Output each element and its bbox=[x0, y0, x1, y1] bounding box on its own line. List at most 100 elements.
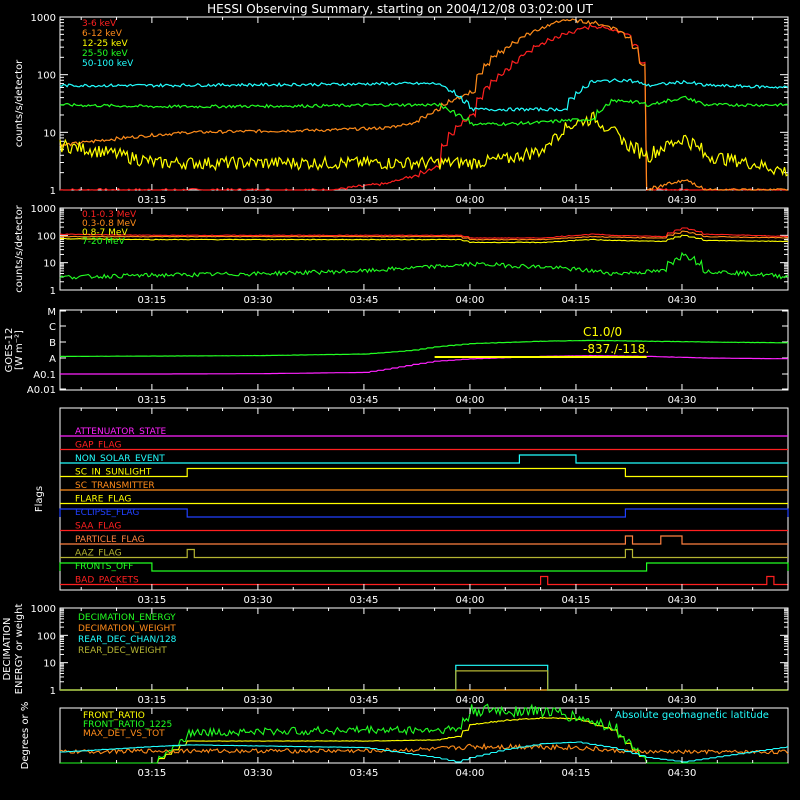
x-tick-label: 03:45 bbox=[350, 595, 379, 606]
flag-line-eclipse_flag bbox=[59, 508, 789, 518]
decimation-panel: 1 10 100 1000 DECIMATION_ENERGYDECIMATION_WE… bbox=[2, 604, 789, 706]
y-tick-label: 1 bbox=[50, 286, 56, 297]
y-tick-label: 1000 bbox=[31, 204, 56, 215]
x-tick-label: 04:15 bbox=[562, 195, 591, 206]
flag-label: ECLIPSE_FLAG bbox=[75, 508, 139, 518]
x-tick-label: 03:45 bbox=[350, 195, 379, 206]
legend-entry: 0.8-7 MeV bbox=[82, 228, 128, 238]
y-tick-label: 100 bbox=[37, 231, 56, 242]
x-tick-label: 04:30 bbox=[668, 195, 697, 206]
series-line-yellow bbox=[59, 234, 789, 244]
x-tick-label: 03:30 bbox=[243, 195, 272, 206]
goes-annotation-class: C1.0/0 bbox=[583, 325, 622, 339]
legend-entry: 50-100 keV bbox=[82, 59, 134, 69]
series-line-olive bbox=[60, 670, 788, 691]
flag-label: AAZ_FLAG bbox=[75, 549, 122, 559]
series-line-orange bbox=[59, 230, 789, 241]
series-line-red bbox=[59, 227, 788, 239]
legend-entry: FRONT_RATIO bbox=[83, 711, 145, 721]
legend-entry: FRONT_RATIO_1225 bbox=[83, 720, 172, 730]
legend-entry: REAR_DEC_CHAN/128 bbox=[78, 635, 177, 645]
flag-label: FRONTS_OFF bbox=[75, 562, 133, 572]
decimation-ylabel: DECIMATION bbox=[2, 617, 13, 680]
flag-line-fronts_off bbox=[59, 562, 789, 572]
flags-frame bbox=[59, 407, 789, 591]
flag-line-bad_packets bbox=[60, 575, 788, 586]
x-tick-label: 03:45 bbox=[350, 768, 379, 779]
ratio-frame bbox=[59, 707, 789, 764]
legend-entry: 0.3-0.8 MeV bbox=[82, 219, 137, 229]
flag-line-aaz_flag bbox=[60, 548, 788, 559]
flags-ylabel: Flags bbox=[34, 486, 45, 512]
x-tick-label: 04:00 bbox=[456, 195, 485, 206]
x-tick-label: 04:15 bbox=[562, 768, 591, 779]
legend-entry: 3-6 keV bbox=[82, 19, 117, 29]
legend-entry: MAX_DET_VS_TOT bbox=[83, 729, 165, 739]
series-line-cyan bbox=[60, 741, 789, 763]
y-tick-label: C bbox=[49, 322, 56, 333]
flag-line-non_solar_event bbox=[60, 454, 788, 464]
x-tick-label: 03:15 bbox=[137, 195, 166, 206]
flag-line-sc_in_sunlight bbox=[60, 467, 788, 478]
x-tick-label: 04:30 bbox=[668, 595, 697, 606]
series-line-orange bbox=[59, 18, 788, 191]
y-tick-label: 10 bbox=[43, 259, 56, 270]
series-line-orange bbox=[59, 742, 789, 755]
x-tick-label: 03:30 bbox=[243, 595, 272, 606]
series-line-yellow bbox=[59, 111, 789, 177]
lightcurve-frame bbox=[59, 16, 789, 191]
legend-entry: 6-12 keV bbox=[82, 29, 123, 39]
flag-label: SC_TRANSMITTER bbox=[75, 481, 155, 491]
x-tick-label: 03:15 bbox=[137, 295, 166, 306]
legend-entry: 7-20 MeV bbox=[82, 237, 126, 247]
y-tick-label: 100 bbox=[37, 631, 56, 642]
y-tick-label: A0.01 bbox=[27, 385, 56, 396]
goes-frame bbox=[59, 309, 789, 391]
y-tick-label: 100 bbox=[37, 71, 56, 82]
lightcurve-ylabel: counts/s/detector bbox=[14, 59, 25, 147]
x-tick-label: 04:15 bbox=[562, 595, 591, 606]
ratio-ylabel: Degrees or % bbox=[20, 702, 31, 770]
x-tick-label: 03:30 bbox=[243, 395, 272, 406]
x-tick-label: 03:30 bbox=[243, 768, 272, 779]
legend-entry: DECIMATION_WEIGHT bbox=[78, 624, 176, 634]
flag-label: SAA_FLAG bbox=[75, 522, 121, 532]
x-tick-label: 04:15 bbox=[562, 295, 591, 306]
flag-line-particle_flag bbox=[60, 535, 788, 545]
flag-label: ATTENUATOR_STATE bbox=[75, 427, 167, 437]
x-tick-label: 04:30 bbox=[668, 295, 697, 306]
flag-label: BAD_PACKETS bbox=[75, 576, 139, 586]
x-tick-label: 04:30 bbox=[668, 695, 697, 706]
flag-label: FLARE_FLAG bbox=[75, 495, 131, 505]
x-tick-label: 03:45 bbox=[350, 295, 379, 306]
ratio-annotation: Absolute geomagnetic latitude bbox=[615, 710, 769, 721]
y-tick-label: 1 bbox=[50, 186, 56, 197]
series-line-green bbox=[60, 95, 789, 127]
figure-title: HESSI Observing Summary, starting on 200… bbox=[207, 2, 593, 16]
x-tick-label: 03:45 bbox=[350, 395, 379, 406]
series-line-green bbox=[59, 251, 789, 280]
x-tick-label: 04:30 bbox=[668, 768, 697, 779]
x-tick-label: 03:15 bbox=[137, 768, 166, 779]
y-tick-label: A bbox=[49, 354, 56, 365]
legend-entry: REAR_DEC_WEIGHT bbox=[78, 646, 167, 656]
gamma-frame bbox=[59, 207, 789, 291]
y-tick-label: 1000 bbox=[31, 13, 56, 24]
y-tick-label: 10 bbox=[43, 659, 56, 670]
flags-panel: ATTENUATOR_STATE GAP_FLAG NON_SOLAR_EVENT S… bbox=[34, 407, 789, 606]
x-tick-label: 04:15 bbox=[562, 395, 591, 406]
flag-label: PARTICLE_FLAG bbox=[75, 535, 145, 545]
legend-entry: 25-50 keV bbox=[82, 49, 128, 59]
goes-ylabel: GOES-12 bbox=[4, 328, 15, 373]
y-tick-label: B bbox=[49, 338, 56, 349]
legend-entry: DECIMATION_ENERGY bbox=[78, 613, 176, 623]
x-tick-label: 04:00 bbox=[456, 768, 485, 779]
series-line-cyan bbox=[59, 78, 789, 112]
x-tick-label: 03:30 bbox=[243, 695, 272, 706]
x-tick-label: 03:30 bbox=[243, 295, 272, 306]
